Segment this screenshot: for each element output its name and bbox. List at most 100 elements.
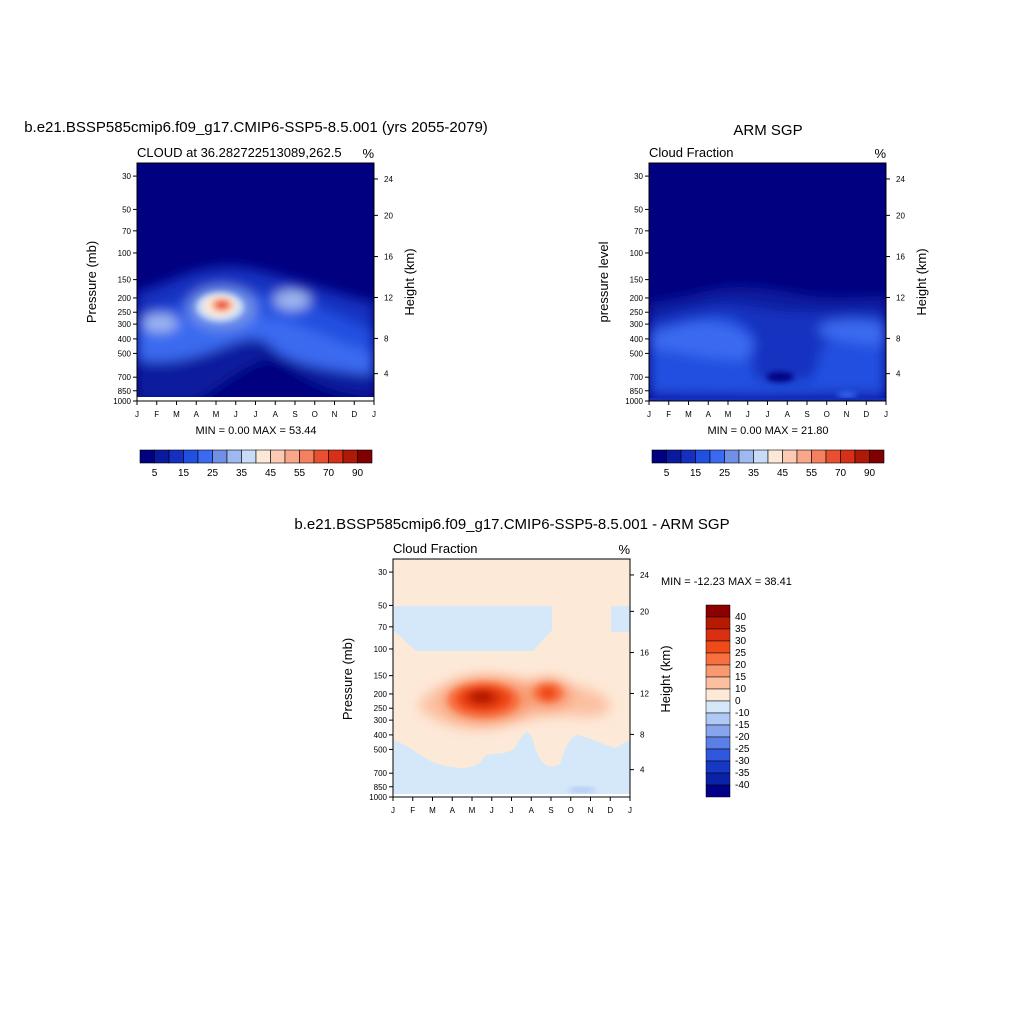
x-tick-label: A	[529, 806, 535, 815]
x-tick-label: D	[863, 410, 869, 419]
x-tick-label: S	[292, 410, 297, 419]
colorbar-label: 45	[265, 468, 277, 479]
colorbar-label: -35	[735, 768, 750, 779]
colorbar-swatch	[869, 449, 885, 464]
colorbar-swatch	[705, 772, 731, 786]
colorbar-label: 90	[352, 468, 364, 479]
colorbar-label: 70	[835, 468, 847, 479]
colorbar-swatch	[705, 688, 731, 702]
colorbar-label: 5	[152, 468, 158, 479]
colorbar-swatch	[705, 700, 731, 714]
colorbar-label: 55	[294, 468, 306, 479]
y-tick-label: 200	[118, 294, 132, 303]
colorbar-label: 90	[864, 468, 876, 479]
x-tick-label: M	[469, 806, 476, 815]
colorbar-swatch	[680, 449, 696, 464]
y-tick-label: 500	[374, 745, 388, 754]
colorbar-swatch	[705, 652, 731, 666]
panel-model-y2label: Height (km)	[402, 248, 417, 315]
y-tick-label: 100	[118, 249, 132, 258]
colorbar-swatch	[197, 449, 213, 464]
colorbar-swatch	[738, 449, 754, 464]
colorbar-swatch	[705, 616, 731, 630]
y2-tick-label: 24	[896, 175, 905, 184]
x-tick-label: M	[725, 410, 732, 419]
colorbar-label: 70	[323, 468, 335, 479]
colorbar-swatch	[705, 712, 731, 726]
colorbar-label: 25	[719, 468, 731, 479]
colorbar-swatch	[705, 604, 731, 618]
x-tick-label: A	[273, 410, 279, 419]
x-tick-label: A	[450, 806, 456, 815]
colorbar-swatch	[705, 664, 731, 678]
colorbar-swatch	[212, 449, 228, 464]
y2-tick-label: 8	[384, 334, 389, 343]
y-tick-label: 50	[634, 205, 643, 214]
y2-tick-label: 16	[640, 649, 649, 658]
colorbar-swatch	[226, 449, 242, 464]
colorbar-label: -20	[735, 732, 750, 743]
y-tick-label: 150	[374, 672, 388, 681]
panel-diff-left-label: Cloud Fraction	[393, 541, 478, 556]
panel-obs: ARM SGP Cloud Fraction % J F M A M J J A S O N D J 30	[596, 122, 929, 479]
panel-model-axes: J F M A M J J A S O N D J 30 50 70 100 150 200 250 300 400 500…	[113, 172, 393, 419]
colorbar-swatch	[767, 449, 783, 464]
x-tick-label: F	[154, 410, 159, 419]
colorbar-label: -40	[735, 780, 750, 791]
colorbar-swatch	[168, 449, 184, 464]
y2-tick-label: 16	[384, 253, 393, 262]
y2-tick-label: 24	[640, 571, 649, 580]
panel-obs-y2label: Height (km)	[914, 248, 929, 315]
x-tick-label: M	[213, 410, 220, 419]
panel-model: b.e21.BSSP585cmip6.f09_g17.CMIP6-SSP5-8.…	[24, 119, 488, 479]
colorbar-swatch	[154, 449, 170, 464]
x-tick-label: A	[785, 410, 791, 419]
x-tick-label: M	[685, 410, 692, 419]
colorbar-swatch	[705, 760, 731, 774]
colorbar-label: 10	[735, 684, 747, 695]
y2-tick-label: 20	[384, 211, 393, 220]
panel-obs-minmax: MIN = 0.00 MAX = 21.80	[707, 425, 828, 437]
y2-tick-label: 20	[640, 607, 649, 616]
colorbar-label: -15	[735, 720, 750, 731]
x-tick-label: J	[766, 410, 770, 419]
y-tick-label: 70	[634, 227, 643, 236]
y-tick-label: 400	[630, 335, 644, 344]
colorbar-swatch	[724, 449, 740, 464]
y-tick-label: 300	[374, 716, 388, 725]
colorbar-label: 25	[207, 468, 219, 479]
colorbar-swatch	[299, 449, 315, 464]
y-tick-label: 70	[122, 227, 131, 236]
y-tick-label: 500	[630, 349, 644, 358]
colorbar-swatch	[825, 449, 841, 464]
x-tick-label: J	[135, 410, 139, 419]
x-tick-label: N	[588, 806, 594, 815]
x-tick-label: J	[254, 410, 258, 419]
x-tick-label: J	[647, 410, 651, 419]
colorbar-swatch	[705, 736, 731, 750]
panel-obs-left-label: Cloud Fraction	[649, 145, 734, 160]
colorbar-label: -30	[735, 756, 750, 767]
y2-tick-label: 16	[896, 253, 905, 262]
y-tick-label: 700	[374, 769, 388, 778]
y2-tick-label: 12	[384, 293, 393, 302]
y-tick-label: 250	[374, 704, 388, 713]
y-tick-label: 300	[630, 320, 644, 329]
colorbar-swatch	[695, 449, 711, 464]
panel-diff: b.e21.BSSP585cmip6.f09_g17.CMIP6-SSP5-8.…	[294, 516, 791, 815]
y-tick-label: 300	[118, 320, 132, 329]
y-tick-label: 30	[122, 172, 131, 181]
colorbar-label: 55	[806, 468, 818, 479]
colorbar-swatch	[753, 449, 769, 464]
x-tick-label: J	[510, 806, 514, 815]
x-tick-label: F	[666, 410, 671, 419]
colorbar-label: 45	[777, 468, 789, 479]
y-tick-label: 400	[118, 335, 132, 344]
colorbar-label: 30	[735, 636, 747, 647]
y-tick-label: 200	[630, 294, 644, 303]
x-tick-label: O	[824, 410, 830, 419]
colorbar-swatch	[709, 449, 725, 464]
y2-tick-label: 8	[896, 334, 901, 343]
x-tick-label: D	[351, 410, 357, 419]
